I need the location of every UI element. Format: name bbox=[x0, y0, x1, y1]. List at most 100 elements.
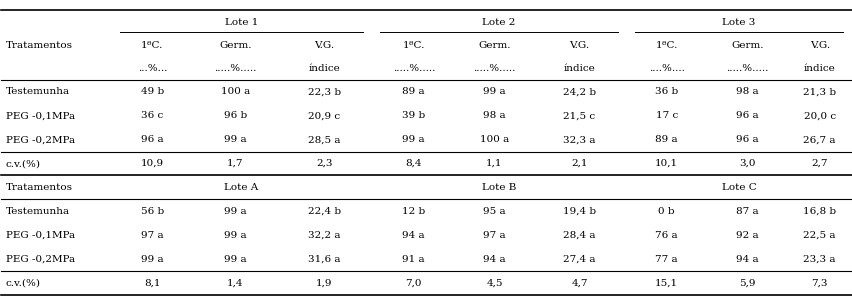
Text: Germ.: Germ. bbox=[730, 41, 763, 50]
Text: 56 b: 56 b bbox=[141, 207, 164, 216]
Text: Germ.: Germ. bbox=[219, 41, 251, 50]
Text: 99 a: 99 a bbox=[223, 255, 246, 264]
Text: 4,7: 4,7 bbox=[571, 278, 587, 287]
Text: .....%.....: .....%..... bbox=[392, 64, 435, 73]
Text: 36 b: 36 b bbox=[654, 87, 677, 96]
Text: 100 a: 100 a bbox=[480, 135, 509, 144]
Text: Lote 2: Lote 2 bbox=[481, 18, 515, 27]
Text: 77 a: 77 a bbox=[654, 255, 677, 264]
Text: 5,9: 5,9 bbox=[739, 278, 755, 287]
Text: 76 a: 76 a bbox=[654, 231, 677, 240]
Text: c.v.(%): c.v.(%) bbox=[6, 278, 41, 287]
Text: 97 a: 97 a bbox=[141, 231, 164, 240]
Text: V.G.: V.G. bbox=[809, 41, 829, 50]
Text: 3,0: 3,0 bbox=[739, 159, 755, 168]
Text: 39 b: 39 b bbox=[401, 111, 425, 120]
Text: 1,1: 1,1 bbox=[486, 159, 502, 168]
Text: 22,3 b: 22,3 b bbox=[308, 87, 341, 96]
Text: 28,4 a: 28,4 a bbox=[562, 231, 595, 240]
Text: 99 a: 99 a bbox=[223, 207, 246, 216]
Text: PEG -0,1MPa: PEG -0,1MPa bbox=[6, 111, 75, 120]
Text: 28,5 a: 28,5 a bbox=[308, 135, 340, 144]
Text: 99 a: 99 a bbox=[141, 255, 164, 264]
Text: 20,9 c: 20,9 c bbox=[308, 111, 340, 120]
Text: 17 c: 17 c bbox=[655, 111, 677, 120]
Text: Germ.: Germ. bbox=[478, 41, 510, 50]
Text: PEG -0,2MPa: PEG -0,2MPa bbox=[6, 135, 75, 144]
Text: 19,4 b: 19,4 b bbox=[562, 207, 596, 216]
Text: PEG -0,1MPa: PEG -0,1MPa bbox=[6, 231, 75, 240]
Text: 1,4: 1,4 bbox=[227, 278, 243, 287]
Text: 1ªC.: 1ªC. bbox=[402, 41, 424, 50]
Text: 96 a: 96 a bbox=[141, 135, 164, 144]
Text: 24,2 b: 24,2 b bbox=[562, 87, 596, 96]
Text: índice: índice bbox=[563, 64, 595, 73]
Text: 98 a: 98 a bbox=[482, 111, 505, 120]
Text: 1ªC.: 1ªC. bbox=[141, 41, 164, 50]
Text: c.v.(%): c.v.(%) bbox=[6, 159, 41, 168]
Text: 32,3 a: 32,3 a bbox=[562, 135, 595, 144]
Text: 31,6 a: 31,6 a bbox=[308, 255, 340, 264]
Text: .....%.....: .....%..... bbox=[725, 64, 768, 73]
Text: Tratamentos: Tratamentos bbox=[6, 183, 72, 192]
Text: Testemunha: Testemunha bbox=[6, 207, 70, 216]
Text: 49 b: 49 b bbox=[141, 87, 164, 96]
Text: 98 a: 98 a bbox=[735, 87, 758, 96]
Text: 10,1: 10,1 bbox=[654, 159, 677, 168]
Text: V.G.: V.G. bbox=[569, 41, 589, 50]
Text: 8,1: 8,1 bbox=[144, 278, 160, 287]
Text: 7,0: 7,0 bbox=[405, 278, 422, 287]
Text: Testemunha: Testemunha bbox=[6, 87, 70, 96]
Text: 89 a: 89 a bbox=[654, 135, 677, 144]
Text: Lote C: Lote C bbox=[721, 183, 756, 192]
Text: 97 a: 97 a bbox=[482, 231, 505, 240]
Text: 99 a: 99 a bbox=[402, 135, 424, 144]
Text: 100 a: 100 a bbox=[221, 87, 250, 96]
Text: 20,0 c: 20,0 c bbox=[803, 111, 835, 120]
Text: .....%.....: .....%..... bbox=[473, 64, 515, 73]
Text: 2,1: 2,1 bbox=[571, 159, 587, 168]
Text: índice: índice bbox=[803, 64, 835, 73]
Text: 99 a: 99 a bbox=[482, 87, 505, 96]
Text: 89 a: 89 a bbox=[402, 87, 424, 96]
Text: 21,5 c: 21,5 c bbox=[563, 111, 595, 120]
Text: 91 a: 91 a bbox=[402, 255, 424, 264]
Text: 7,3: 7,3 bbox=[810, 278, 827, 287]
Text: Lote 3: Lote 3 bbox=[722, 18, 755, 27]
Text: 21,3 b: 21,3 b bbox=[803, 87, 835, 96]
Text: V.G.: V.G. bbox=[314, 41, 334, 50]
Text: 23,3 a: 23,3 a bbox=[803, 255, 835, 264]
Text: 15,1: 15,1 bbox=[654, 278, 677, 287]
Text: 12 b: 12 b bbox=[401, 207, 425, 216]
Text: Tratamentos: Tratamentos bbox=[6, 41, 72, 50]
Text: 16,8 b: 16,8 b bbox=[803, 207, 835, 216]
Text: 95 a: 95 a bbox=[482, 207, 505, 216]
Text: 2,3: 2,3 bbox=[316, 159, 332, 168]
Text: 94 a: 94 a bbox=[482, 255, 505, 264]
Text: 94 a: 94 a bbox=[402, 231, 424, 240]
Text: Lote 1: Lote 1 bbox=[225, 18, 258, 27]
Text: Lote B: Lote B bbox=[481, 183, 515, 192]
Text: 4,5: 4,5 bbox=[486, 278, 502, 287]
Text: índice: índice bbox=[308, 64, 340, 73]
Text: 26,7 a: 26,7 a bbox=[803, 135, 835, 144]
Text: 92 a: 92 a bbox=[735, 231, 758, 240]
Text: ...%...: ...%... bbox=[137, 64, 167, 73]
Text: 0 b: 0 b bbox=[658, 207, 674, 216]
Text: .....%.....: .....%..... bbox=[214, 64, 256, 73]
Text: ....%....: ....%.... bbox=[648, 64, 684, 73]
Text: 94 a: 94 a bbox=[735, 255, 758, 264]
Text: 10,9: 10,9 bbox=[141, 159, 164, 168]
Text: 87 a: 87 a bbox=[735, 207, 758, 216]
Text: 2,7: 2,7 bbox=[810, 159, 827, 168]
Text: Lote A: Lote A bbox=[224, 183, 258, 192]
Text: 96 a: 96 a bbox=[735, 111, 758, 120]
Text: 22,5 a: 22,5 a bbox=[803, 231, 835, 240]
Text: 27,4 a: 27,4 a bbox=[562, 255, 595, 264]
Text: 99 a: 99 a bbox=[223, 231, 246, 240]
Text: 36 c: 36 c bbox=[141, 111, 164, 120]
Text: 8,4: 8,4 bbox=[405, 159, 422, 168]
Text: 1ªC.: 1ªC. bbox=[654, 41, 677, 50]
Text: 1,7: 1,7 bbox=[227, 159, 243, 168]
Text: 96 b: 96 b bbox=[223, 111, 246, 120]
